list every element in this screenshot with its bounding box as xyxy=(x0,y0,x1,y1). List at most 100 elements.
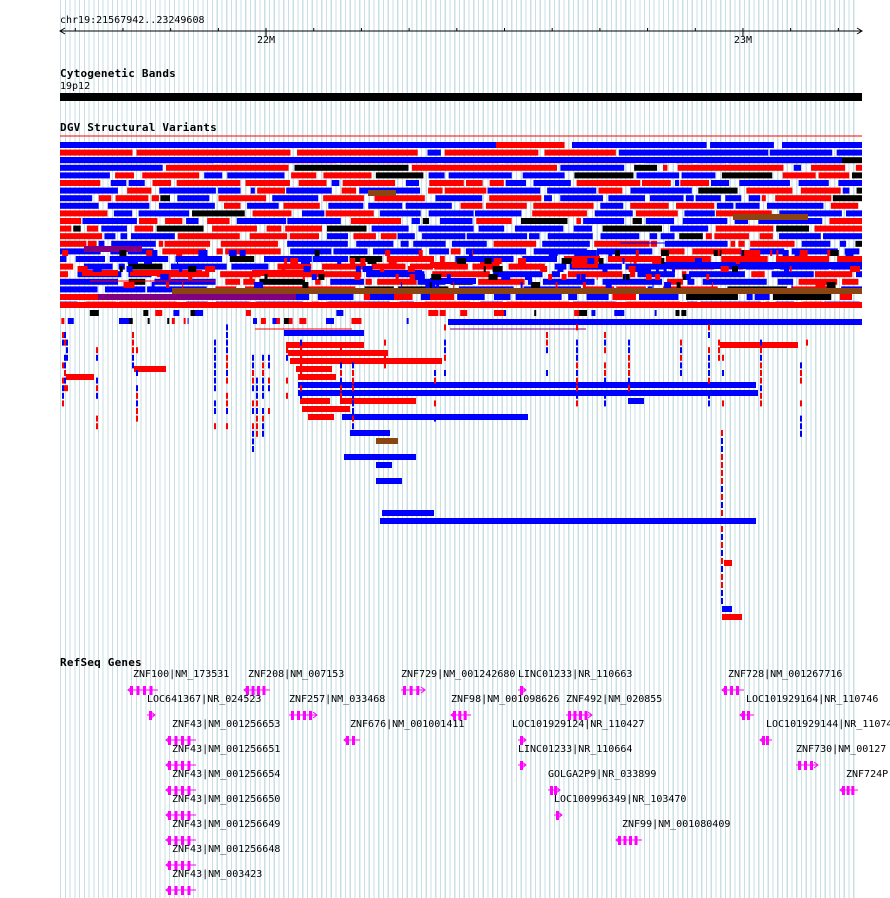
sv-feature xyxy=(148,250,158,256)
strand-right-arrow-icon xyxy=(587,711,593,719)
sv-feature xyxy=(301,258,311,264)
gene-exon xyxy=(187,886,191,895)
sv-feature xyxy=(560,164,625,171)
sv-feature xyxy=(89,310,99,316)
sv-feature xyxy=(84,246,142,252)
sv-feature xyxy=(448,319,862,325)
sv-feature xyxy=(573,225,592,232)
sv-feature xyxy=(380,266,385,272)
strand-left-arrow-icon xyxy=(165,736,171,744)
sv-feature xyxy=(252,377,254,384)
gene-label[interactable]: ZNF43|NM_001256648 xyxy=(172,844,281,855)
dgv-track-title[interactable]: DGV Structural Variants xyxy=(60,121,217,134)
sv-feature xyxy=(177,233,240,240)
refseq-track-title[interactable]: RefSeq Genes xyxy=(60,656,142,669)
gene-exon xyxy=(403,686,406,695)
sv-feature xyxy=(694,258,702,264)
sv-feature xyxy=(300,339,302,346)
sv-feature xyxy=(494,310,506,316)
sv-feature xyxy=(420,294,435,300)
sv-feature xyxy=(268,377,270,384)
gene-label[interactable]: ZNF98|NM_001098626 xyxy=(451,694,560,705)
gene-label[interactable]: ZNF43|NM_001256653 xyxy=(172,719,281,730)
gene-label[interactable]: ZNF43|NM_003423 xyxy=(172,869,263,880)
sv-feature xyxy=(839,240,847,247)
sv-feature xyxy=(630,202,669,209)
sv-feature xyxy=(664,282,672,288)
gene-exon xyxy=(174,836,178,845)
sv-feature xyxy=(711,282,713,288)
sv-feature xyxy=(340,392,342,399)
gene-label[interactable]: LOC101929144|NR_11074 xyxy=(766,719,890,730)
gene-label[interactable]: ZNF257|NM_033468 xyxy=(289,694,386,705)
sv-feature xyxy=(249,274,253,280)
sv-feature xyxy=(628,398,644,404)
sv-feature xyxy=(837,256,862,262)
strand-left-arrow-icon xyxy=(165,786,171,794)
sv-feature xyxy=(836,149,862,156)
sv-feature xyxy=(718,339,720,346)
sv-feature xyxy=(66,385,68,392)
gene-label[interactable]: LOC101929164|NR_110746 xyxy=(746,694,879,705)
ruler[interactable]: 22M 23M xyxy=(0,0,890,50)
sv-feature xyxy=(684,210,715,217)
sv-feature xyxy=(66,347,68,354)
gene-exon xyxy=(573,711,577,720)
gene-label[interactable]: LOC100996349|NR_103470 xyxy=(554,794,687,805)
cytoband-bar[interactable] xyxy=(60,93,862,101)
sv-feature xyxy=(465,248,527,255)
gene-label[interactable]: GOLGA2P9|NR_033899 xyxy=(548,769,657,780)
sv-feature xyxy=(86,225,99,232)
sv-feature xyxy=(60,263,74,270)
sv-feature xyxy=(596,274,598,280)
cytoband-track-title[interactable]: Cytogenetic Bands xyxy=(60,67,176,80)
gene-label[interactable]: ZNF43|NM_001256650 xyxy=(172,794,281,805)
sv-feature xyxy=(167,318,170,324)
dgv-track[interactable] xyxy=(0,130,890,650)
strand-left-arrow-icon xyxy=(165,836,171,844)
sv-feature xyxy=(257,187,285,194)
sv-feature xyxy=(136,392,138,399)
gene-label[interactable]: LINC01233|NR_110664 xyxy=(518,744,633,755)
gene-label[interactable]: ZNF43|NM_001256654 xyxy=(172,769,281,780)
sv-feature xyxy=(252,370,254,376)
sv-feature xyxy=(722,614,742,620)
gene-label[interactable]: ZNF208|NM_007153 xyxy=(248,669,345,680)
gene-label[interactable]: ZNF43|NM_001256649 xyxy=(172,819,281,830)
sv-feature xyxy=(67,318,74,324)
sv-feature xyxy=(811,164,846,171)
sv-feature xyxy=(226,370,228,376)
gene-label[interactable]: LOC101929124|NR_110427 xyxy=(512,719,645,730)
sv-feature xyxy=(164,240,211,247)
gene-label[interactable]: ZNF492|NM_020855 xyxy=(566,694,663,705)
sv-feature xyxy=(143,310,149,316)
sv-feature xyxy=(179,266,183,272)
gene-label[interactable]: ZNF730|NM_00127 xyxy=(796,744,887,755)
gene-label[interactable]: ZNF100|NM_173531 xyxy=(133,669,230,680)
sv-feature xyxy=(384,362,386,369)
sv-feature xyxy=(524,274,532,280)
gene-label[interactable]: ZNF43|NM_001256651 xyxy=(172,744,281,755)
sv-feature xyxy=(663,266,667,272)
sv-feature xyxy=(291,172,317,179)
sv-feature xyxy=(64,385,66,392)
sv-feature xyxy=(256,377,258,384)
sv-feature xyxy=(312,256,349,262)
sv-feature xyxy=(349,256,383,262)
sv-feature xyxy=(177,195,210,202)
sv-feature xyxy=(160,195,170,202)
gene-label[interactable]: ZNF676|NM_001001411 xyxy=(350,719,465,730)
gene-exon xyxy=(842,786,845,795)
sv-feature xyxy=(96,423,98,430)
sv-feature xyxy=(710,180,730,186)
sv-feature xyxy=(742,250,745,256)
gene-label[interactable]: LINC01233|NR_110663 xyxy=(518,669,633,680)
sv-feature xyxy=(126,266,133,272)
sv-feature xyxy=(284,258,288,264)
gene-exon xyxy=(520,761,523,770)
gene-label[interactable]: ZNF729|NM_001242680 xyxy=(401,669,516,680)
gene-label[interactable]: ZNF99|NM_001080409 xyxy=(622,819,731,830)
gene-label[interactable]: ZNF724P xyxy=(846,769,889,780)
gene-label[interactable]: LOC641367|NR_024523 xyxy=(147,694,262,705)
gene-label[interactable]: ZNF728|NM_001267716 xyxy=(728,669,843,680)
